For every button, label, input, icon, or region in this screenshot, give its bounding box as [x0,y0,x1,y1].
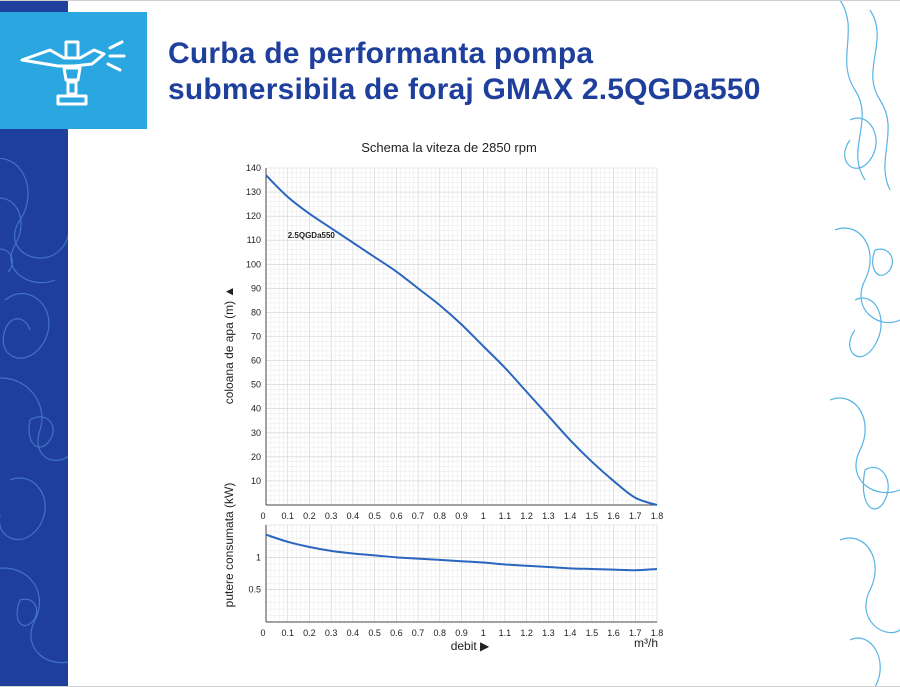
y-tick-label: 110 [247,235,261,245]
x-tick-label: 1.8 [651,511,664,521]
x-tick-label: 1.2 [520,511,533,521]
chart-title: Schema la viteza de 2850 rpm [361,140,537,155]
x-tick-label: 1.1 [499,628,512,638]
y-tick-label: 20 [251,452,261,462]
head-chart-series [265,174,658,506]
series-line [265,174,658,506]
x-tick-label: 1.1 [499,511,512,521]
y-tick-label: 130 [246,187,261,197]
page-title: Curba de performanta pompa submersibila … [168,36,808,108]
x-tick-label: 1.6 [607,628,620,638]
power-chart-x-ticks: 0 0.1 0.2 0.3 0.4 0.5 0.6 0.7 0.8 0.9 1 1.1 1.2 1.3 1.… [260,628,663,638]
x-tick-label: 0.5 [368,628,381,638]
right-decorative-band [830,0,900,687]
topographic-pattern-left [0,158,68,664]
x-tick-label: 0.7 [412,628,425,638]
head-chart-y-ticks: 10 20 30 40 50 60 70 80 90 100 110 120 130 140 [246,163,261,486]
x-tick-label: 0.2 [303,511,316,521]
x-tick-label: 1.4 [564,511,577,521]
x-tick-label: 0.5 [368,511,381,521]
series-line [265,533,658,572]
y-tick-label: 30 [251,428,261,438]
topographic-pattern-right [830,0,900,687]
x-tick-label: 0.1 [281,628,294,638]
x-tick-label: 1.7 [629,628,642,638]
power-chart-x-unit: m³/h [634,636,658,650]
y-tick-label: 40 [251,404,261,414]
x-tick-label: 1.7 [629,511,642,521]
x-tick-label: 1.3 [542,511,555,521]
x-tick-label: 0.9 [455,628,468,638]
power-chart-x-label: debit ▶ [451,639,490,653]
y-tick-label: 80 [251,307,261,317]
y-tick-label: 0.5 [248,585,261,595]
x-tick-label: 0.3 [325,511,338,521]
y-tick-label: 50 [251,380,261,390]
power-chart-grid [265,524,658,623]
head-chart-y-label: coloana de apa (m) ▲ [222,286,236,405]
x-tick-label: 1.5 [586,628,599,638]
x-tick-label: 1.5 [586,511,599,521]
x-tick-label: 0.7 [412,511,425,521]
head-chart-x-ticks: 0 0.1 0.2 0.3 0.4 0.5 0.6 0.7 0.8 0.9 1 1.1 1.2 1.3 1.… [260,511,663,521]
x-tick-label: 1.8 [651,628,664,638]
y-tick-label: 70 [251,332,261,342]
power-chart-y-label: putere consumata (kW) [222,483,236,608]
y-tick-label: 90 [251,283,261,293]
page-title-line-1: Curba de performanta pompa [168,37,594,70]
y-tick-label: 1 [256,552,261,562]
head-chart-grid [265,167,658,506]
x-tick-label: 0.6 [390,628,403,638]
series-annotation: 2.5QGDa550 [288,231,336,240]
x-tick-label: 0 [260,511,265,521]
page-title-line-2: submersibila de foraj GMAX 2.5QGDa550 [168,73,761,106]
x-tick-label: 1.6 [607,511,620,521]
power-chart-series [265,533,658,572]
head-chart-axes [265,168,657,506]
x-tick-label: 0.9 [455,511,468,521]
x-tick-label: 0.4 [347,511,360,521]
logo-box [0,12,147,129]
x-tick-label: 1 [481,511,486,521]
power-chart-y-ticks: 0.51 [248,552,261,594]
x-tick-label: 1.4 [564,628,577,638]
x-tick-label: 0.8 [434,628,447,638]
y-tick-label: 10 [251,476,261,486]
x-tick-label: 1 [481,628,486,638]
x-tick-label: 1.2 [520,628,533,638]
x-tick-label: 0 [260,628,265,638]
x-tick-label: 1.3 [542,628,555,638]
x-tick-label: 0.3 [325,628,338,638]
x-tick-label: 0.4 [347,628,360,638]
y-tick-label: 60 [251,356,261,366]
top-border [0,0,900,1]
y-tick-label: 140 [246,163,261,173]
x-tick-label: 0.8 [434,511,447,521]
power-chart-axes [265,525,657,623]
x-tick-label: 0.6 [390,511,403,521]
y-tick-label: 100 [246,259,261,269]
y-tick-label: 120 [246,211,261,221]
x-tick-label: 0.2 [303,628,316,638]
sprinkler-icon [20,40,126,106]
x-tick-label: 0.1 [281,511,294,521]
